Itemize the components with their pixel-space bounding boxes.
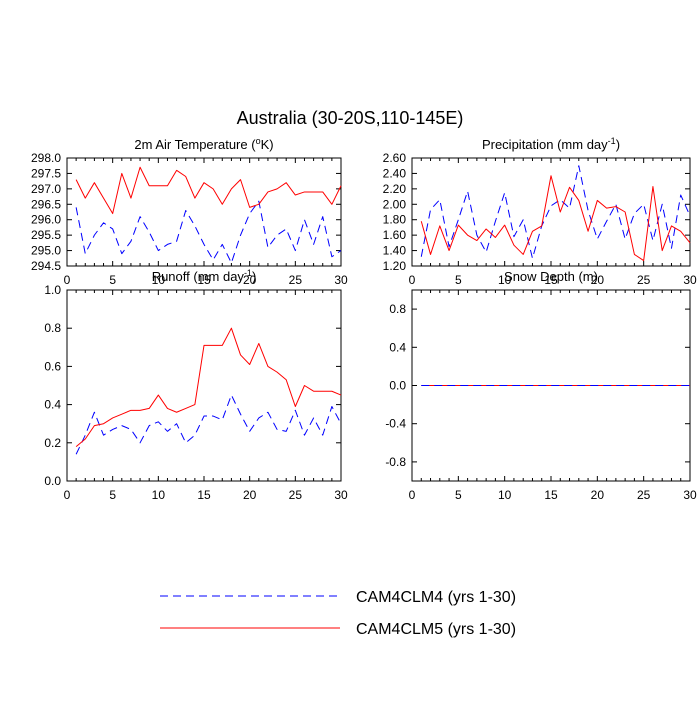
panel-title-superscript: o xyxy=(256,136,261,146)
y-tick-label: -0.4 xyxy=(385,417,406,431)
y-tick-label: 296.5 xyxy=(31,197,61,211)
y-tick-label: 1.0 xyxy=(44,283,61,297)
x-tick-label: 30 xyxy=(683,488,697,502)
y-tick-label: 0.8 xyxy=(389,302,406,316)
panel-title-text: Snow Depth (m) xyxy=(504,269,598,284)
x-tick-label: 10 xyxy=(152,488,166,502)
panel-title-text: Runoff (mm day xyxy=(152,269,245,284)
y-tick-label: 295.0 xyxy=(31,244,61,258)
panel-title-tail: K) xyxy=(261,137,274,152)
panel-title-superscript: -1 xyxy=(244,268,252,278)
x-tick-label: 20 xyxy=(243,273,257,287)
x-tick-label: 25 xyxy=(637,488,651,502)
x-tick-label: 0 xyxy=(64,488,71,502)
y-tick-label: 294.5 xyxy=(31,259,61,273)
panel-snow-depth-m: Snow Depth (m) 0 5 10 15 20 25 30 -0.8 -0.4 0.0 0.4… xyxy=(385,269,697,502)
y-tick-label: 0.0 xyxy=(389,379,406,393)
x-tick-label: 25 xyxy=(289,488,303,502)
y-tick-label: 2.00 xyxy=(383,197,407,211)
x-tick-label: 30 xyxy=(334,273,348,287)
series-line-cam4clm4 xyxy=(75,394,342,455)
y-tick-label: -0.8 xyxy=(385,455,406,469)
y-tick-label: 0.4 xyxy=(389,340,406,354)
plot-frame xyxy=(66,157,342,267)
series-line-cam4clm5 xyxy=(75,327,342,448)
x-tick-label: 0 xyxy=(409,273,416,287)
x-tick-label: 20 xyxy=(243,488,257,502)
series-line-cam4clm4 xyxy=(420,165,691,259)
panels: 2m Air Temperature (oK) 0 5 10 15 20 25 30 294.5… xyxy=(31,136,697,502)
y-tick-label: 298.0 xyxy=(31,151,61,165)
legend-entry-cam4clm4: CAM4CLM4 (yrs 1-30) xyxy=(160,589,516,606)
panel-title: Runoff (mm day-1) xyxy=(152,268,257,284)
x-tick-label: 10 xyxy=(498,273,512,287)
plot-frame xyxy=(411,157,691,267)
panel-title-superscript: -1 xyxy=(608,136,616,146)
y-tick-label: 296.0 xyxy=(31,213,61,227)
y-tick-label: 1.20 xyxy=(383,259,407,273)
y-tick-label: 2.20 xyxy=(383,182,407,196)
panel-title-tail: ) xyxy=(252,269,256,284)
y-tick-label: 297.5 xyxy=(31,166,61,180)
panel-title: Snow Depth (m) xyxy=(504,269,598,284)
x-tick-label: 15 xyxy=(544,273,558,287)
series-line-cam4clm5 xyxy=(420,175,691,262)
x-tick-label: 5 xyxy=(109,488,116,502)
x-tick-label: 5 xyxy=(109,273,116,287)
legend-label-cam4clm5: CAM4CLM5 (yrs 1-30) xyxy=(356,621,516,638)
y-tick-label: 295.5 xyxy=(31,228,61,242)
x-tick-label: 20 xyxy=(591,488,605,502)
legend-label-cam4clm4: CAM4CLM4 (yrs 1-30) xyxy=(356,589,516,606)
y-tick-label: 1.80 xyxy=(383,213,407,227)
x-tick-label: 15 xyxy=(197,488,211,502)
y-tick-label: 297.0 xyxy=(31,182,61,196)
x-tick-label: 10 xyxy=(498,488,512,502)
panel-title-tail: ) xyxy=(616,137,620,152)
x-tick-label: 10 xyxy=(152,273,166,287)
series-line-cam4clm4 xyxy=(75,200,342,264)
panel-title: 2m Air Temperature (oK) xyxy=(134,136,273,152)
x-tick-label: 20 xyxy=(591,273,605,287)
x-tick-label: 25 xyxy=(637,273,651,287)
y-tick-label: 1.40 xyxy=(383,244,407,258)
x-tick-label: 25 xyxy=(289,273,303,287)
y-tick-label: 1.60 xyxy=(383,228,407,242)
y-tick-label: 0.8 xyxy=(44,321,61,335)
y-tick-label: 0.0 xyxy=(44,474,61,488)
x-tick-label: 5 xyxy=(455,488,462,502)
legend-entry-cam4clm5: CAM4CLM5 (yrs 1-30) xyxy=(160,621,516,638)
panel-title-text: Precipitation (mm day xyxy=(482,137,608,152)
plot-frame xyxy=(66,289,342,482)
x-tick-label: 15 xyxy=(197,273,211,287)
y-tick-label: 2.40 xyxy=(383,166,407,180)
figure-title: Australia (30-20S,110-145E) xyxy=(237,108,464,128)
y-tick-label: 0.2 xyxy=(44,436,61,450)
y-tick-label: 0.6 xyxy=(44,359,61,373)
panel-precipitation-mm-day: Precipitation (mm day-1) 0 5 10 15 20 25 30 1.20… xyxy=(383,136,697,287)
panel-runoff-mm-day: Runoff (mm day-1) 0 5 10 15 20 25 30 0.0 0.2 0.4 0.… xyxy=(44,268,348,502)
x-tick-label: 0 xyxy=(64,273,71,287)
x-tick-label: 0 xyxy=(409,488,416,502)
panel-title: Precipitation (mm day-1) xyxy=(482,136,620,152)
x-tick-label: 15 xyxy=(544,488,558,502)
x-tick-label: 30 xyxy=(334,488,348,502)
series-line-cam4clm5 xyxy=(75,166,342,215)
legend: CAM4CLM4 (yrs 1-30) CAM4CLM5 (yrs 1-30) xyxy=(160,589,516,638)
x-tick-label: 5 xyxy=(455,273,462,287)
y-tick-label: 0.4 xyxy=(44,398,61,412)
panel-title-text: 2m Air Temperature ( xyxy=(134,137,256,152)
y-tick-label: 2.60 xyxy=(383,151,407,165)
x-tick-label: 30 xyxy=(683,273,697,287)
panel-2m-air-temperature-k: 2m Air Temperature (oK) 0 5 10 15 20 25 30 294.5… xyxy=(31,136,348,287)
